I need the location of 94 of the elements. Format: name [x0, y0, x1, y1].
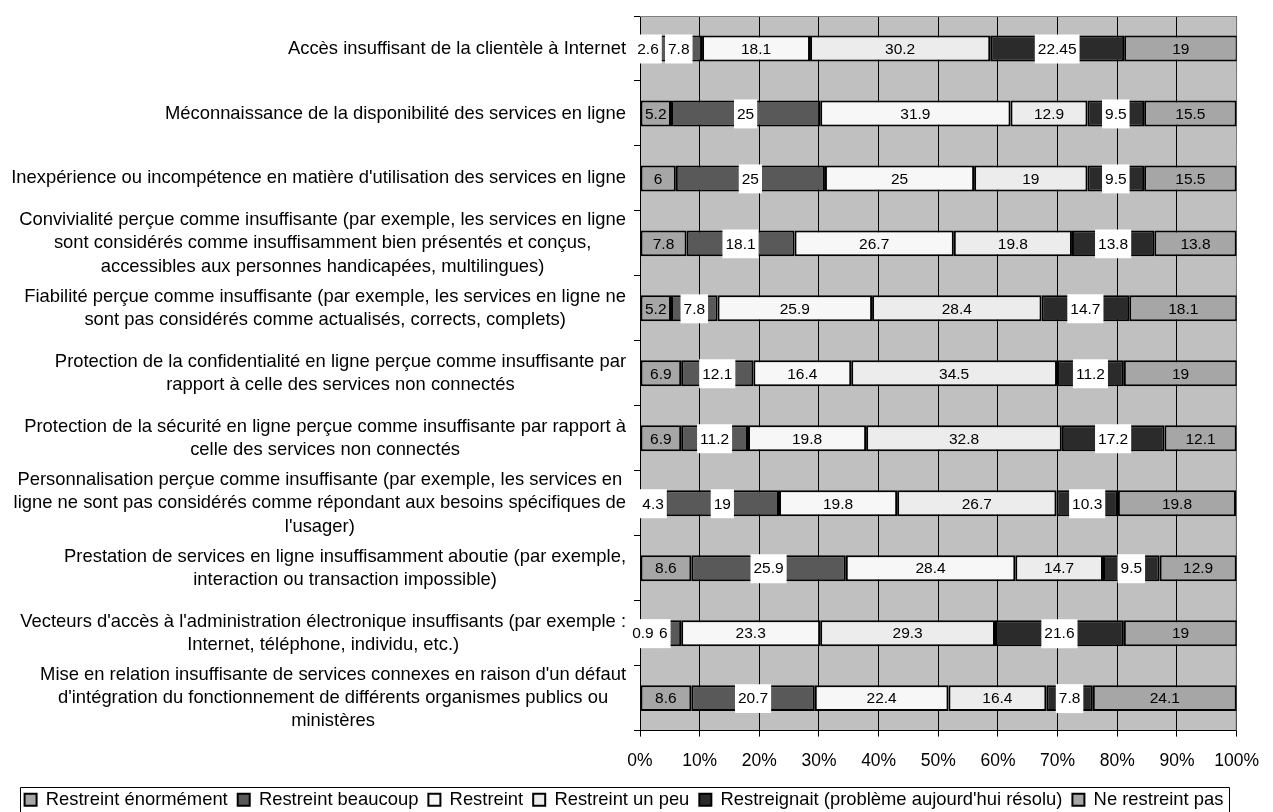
y-tick-label: Prestation de services en ligne insuffisamment aboutie (par exemple, interaction ou transaction impossible): [64, 544, 627, 589]
y-tick-label: Convivialité perçue comme insuffisante (par exemple, les services en ligne sont considérés comme insuffisamment bien présentés et conçus, accessibles aux personnes handicapées, multilingues): [19, 208, 626, 276]
data-label: 34.5: [939, 364, 970, 382]
x-tick-label: 50%: [920, 749, 956, 770]
legend-label: Restreignait (problème aujourd'hui résolu): [720, 787, 1063, 809]
data-label: 12.1: [1185, 429, 1216, 447]
data-label: 28.4: [915, 559, 947, 577]
data-label: 19.8: [791, 429, 823, 447]
data-label: 24.1: [1149, 689, 1180, 707]
data-label: 7.8: [652, 234, 675, 252]
legend-label: Ne restreint pas: [1093, 787, 1224, 809]
data-label: 10.3: [1072, 494, 1103, 512]
data-label: 26.7: [859, 234, 890, 252]
data-label: 18.1: [725, 234, 756, 252]
data-label: 13.8: [1180, 234, 1211, 252]
x-tick-label: 60%: [980, 749, 1016, 770]
data-label: 19: [713, 494, 731, 512]
data-label: 15.5: [1175, 104, 1206, 122]
y-tick-label: Accès insuffisant de la clientèle à Internet: [287, 36, 626, 58]
data-label: 11.2: [1075, 364, 1105, 382]
data-label: 19: [1172, 39, 1190, 57]
data-label: 9.5: [1105, 104, 1127, 122]
data-label: 6.9: [650, 429, 672, 447]
data-label: 18.1: [1168, 299, 1199, 317]
data-label: 7.8: [1058, 689, 1081, 707]
data-label: 19.8: [997, 234, 1028, 252]
y-tick-label: Vecteurs d'accès à l'administration électronique insuffisants (par exemple : Internet, téléphone, individu, etc.): [20, 609, 626, 654]
data-label: 20.7: [737, 689, 769, 707]
legend-label: Restreint: [449, 787, 524, 809]
y-tick-label: Fiabilité perçue comme insuffisante (par exemple, les services en ligne ne sont pas considérés comme actualisés, corrects, complets): [24, 284, 627, 330]
data-label: 15.5: [1175, 169, 1206, 187]
data-label: 6.9: [650, 364, 672, 382]
data-label: 32.8: [948, 429, 980, 447]
data-label: 16.4: [982, 689, 1013, 707]
data-label: 28.4: [941, 299, 973, 317]
data-label: 31.9: [900, 104, 931, 122]
y-tick-label: Protection de la sécurité en ligne perçue comme insuffisante par rapport à celle des services non connectés: [24, 414, 627, 459]
data-label: 12.9: [1183, 559, 1214, 577]
x-tick-label: 40%: [861, 749, 897, 770]
data-label: 19: [1171, 624, 1190, 642]
x-tick-label: 90%: [1159, 749, 1195, 770]
data-label: 5.2: [644, 104, 667, 122]
x-tick-label: 100%: [1214, 749, 1259, 770]
data-label: 25: [736, 104, 755, 122]
x-tick-label: 0%: [627, 749, 653, 770]
data-label: 12.1: [702, 364, 733, 382]
data-label: 25.9: [753, 559, 784, 577]
y-tick-label: Méconnaissance de la disponibilité des services en ligne: [164, 101, 626, 123]
y-tick-label: Personnalisation perçue comme insuffisante (par exemple, les services en ligne ne sont pas considérés comme répondant aux besoins spécifiques de l'usager): [13, 468, 627, 536]
y-tick-label: Mise en relation insuffisante de services connexes en raison d'un défaut d'intégration du fonctionnement de différents organismes publics ou ministères: [40, 662, 627, 731]
legend-label: Restreint un peu: [554, 787, 690, 809]
data-label: 4.3: [642, 494, 664, 512]
data-label: 29.3: [892, 624, 923, 642]
data-label: 23.3: [735, 624, 766, 642]
data-label: 19.8: [1161, 494, 1193, 512]
data-label: 22.4: [866, 689, 898, 707]
data-label: 9.5: [1105, 169, 1127, 187]
data-label: 18.1: [740, 39, 772, 57]
data-label: 25: [741, 169, 759, 187]
y-tick-label: Inexpérience ou incompétence en matière d'utilisation des services en ligne: [11, 166, 627, 188]
y-tick-label: Protection de la confidentialité en ligne perçue comme insuffisante par rapport à celle des services non connectés: [54, 349, 626, 395]
x-tick-label: 10%: [682, 749, 718, 770]
data-label: 0.9: [632, 624, 654, 642]
data-label: 21.6: [1044, 624, 1075, 642]
data-label: 6: [653, 169, 663, 187]
data-label: 25: [890, 169, 909, 187]
data-label: 5.2: [644, 299, 667, 317]
data-label: 11.2: [700, 429, 730, 447]
data-label: 12.9: [1033, 104, 1065, 122]
legend-label: Restreint beaucoup: [258, 787, 419, 809]
data-label: 2.6: [637, 39, 659, 57]
data-label: 30.2: [885, 39, 916, 57]
data-label: 8.6: [655, 689, 677, 707]
data-label: 25.9: [779, 299, 810, 317]
data-label: 14.7: [1070, 299, 1101, 317]
x-tick-label: 30%: [801, 749, 837, 770]
data-label: 9.5: [1120, 559, 1143, 577]
data-label: 7.8: [668, 39, 690, 57]
data-label: 19: [1171, 364, 1190, 382]
data-label: 6: [658, 624, 668, 642]
data-label: 7.8: [683, 299, 706, 317]
data-label: 19.8: [822, 494, 854, 512]
data-label: 14.7: [1044, 559, 1075, 577]
x-tick-label: 80%: [1099, 749, 1135, 770]
x-tick-label: 20%: [741, 749, 777, 770]
data-label: 8.6: [655, 559, 677, 577]
data-label: 19: [1022, 169, 1040, 187]
data-label: 26.7: [961, 494, 992, 512]
data-label: 16.4: [787, 364, 818, 382]
data-label: 17.2: [1098, 429, 1129, 447]
x-tick-label: 70%: [1040, 749, 1076, 770]
data-label: 13.8: [1098, 234, 1129, 252]
data-label: 22.45: [1037, 39, 1077, 57]
legend-label: Restreint énormément: [45, 787, 228, 809]
